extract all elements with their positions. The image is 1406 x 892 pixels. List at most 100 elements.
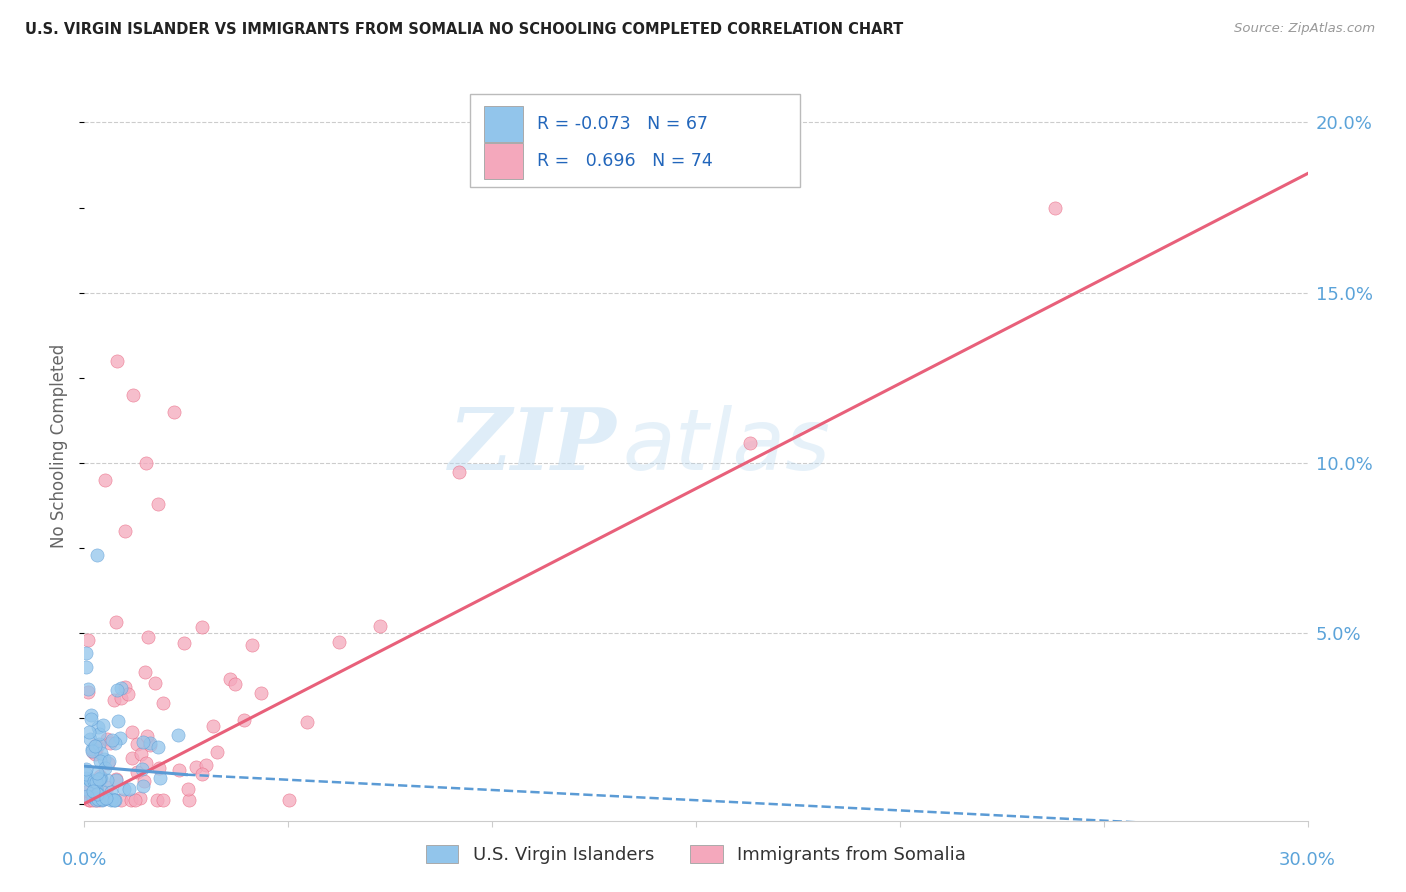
Point (86, 787, 108, 801)
Point (91, 792, 114, 806)
Point (89, 771, 111, 785)
Point (87, 793, 110, 807)
Point (173, 636, 195, 650)
Point (191, 620, 214, 634)
Point (146, 739, 169, 754)
Point (278, 793, 301, 807)
Point (87, 721, 110, 735)
Point (79, 772, 101, 787)
Point (89, 772, 111, 787)
Point (110, 681, 132, 695)
Point (166, 728, 188, 742)
Point (77, 784, 100, 798)
Point (105, 772, 128, 786)
Bar (484, 106, 523, 142)
Point (75, 659, 97, 673)
Point (250, 686, 273, 700)
Point (120, 793, 142, 807)
Point (103, 693, 125, 707)
Point (96, 780, 118, 795)
Point (134, 665, 156, 679)
Point (136, 729, 159, 743)
Point (122, 388, 145, 402)
Point (368, 619, 391, 633)
Point (447, 465, 470, 479)
Text: U.S. VIRGIN ISLANDER VS IMMIGRANTS FROM SOMALIA NO SCHOOLING COMPLETED CORRELATI: U.S. VIRGIN ISLANDER VS IMMIGRANTS FROM … (25, 22, 904, 37)
Point (77, 725, 100, 739)
Point (82, 793, 104, 807)
Point (121, 751, 143, 765)
Point (89, 769, 111, 783)
Point (179, 793, 201, 807)
Point (184, 760, 207, 774)
Point (80, 711, 103, 725)
Point (107, 682, 129, 697)
Point (87, 737, 110, 751)
Point (90, 771, 112, 785)
Point (191, 766, 214, 780)
Point (98, 735, 121, 749)
Point (233, 713, 256, 727)
Point (84, 743, 107, 757)
Point (75, 646, 97, 660)
Point (139, 736, 162, 750)
Point (224, 677, 246, 691)
Point (104, 736, 127, 750)
Point (93, 752, 115, 766)
Point (98, 754, 121, 768)
Point (107, 714, 129, 728)
Point (84, 775, 107, 789)
Point (105, 354, 128, 368)
Point (82, 745, 104, 759)
Point (79, 793, 101, 807)
Point (76, 789, 98, 804)
Point (240, 638, 263, 652)
Point (110, 690, 132, 705)
Point (75, 782, 97, 797)
Point (127, 765, 149, 780)
Point (163, 405, 186, 419)
Point (94, 761, 117, 775)
Point (167, 763, 190, 777)
Point (128, 791, 150, 805)
Point (76, 682, 98, 697)
Point (143, 676, 166, 690)
Point (80, 707, 103, 722)
Point (205, 745, 228, 759)
Text: R =   0.696   N = 74: R = 0.696 N = 74 (537, 153, 713, 170)
Point (139, 738, 162, 752)
Point (82, 789, 104, 804)
Point (87, 787, 110, 801)
Point (132, 734, 155, 748)
Point (91, 792, 114, 806)
Point (131, 762, 153, 776)
Point (100, 785, 122, 799)
Point (84, 739, 107, 753)
Point (84, 781, 107, 796)
Point (91, 718, 114, 732)
Point (136, 630, 159, 644)
Point (86, 548, 108, 562)
Point (118, 781, 141, 796)
Point (90, 746, 112, 760)
Point (149, 771, 172, 785)
Point (84, 793, 107, 807)
Point (77, 789, 100, 804)
Point (77, 632, 100, 647)
Point (132, 779, 155, 793)
Point (80, 741, 103, 756)
Point (328, 634, 350, 648)
Point (125, 737, 148, 751)
Point (104, 772, 127, 787)
Point (152, 793, 174, 807)
Point (82, 784, 104, 798)
Point (75, 766, 97, 780)
Point (135, 756, 157, 771)
Point (146, 793, 169, 807)
Point (84, 739, 107, 753)
Point (77, 793, 100, 807)
Point (83, 747, 105, 762)
Point (740, 436, 762, 450)
Legend: U.S. Virgin Islanders, Immigrants from Somalia: U.S. Virgin Islanders, Immigrants from S… (426, 845, 966, 864)
Point (87, 792, 110, 806)
